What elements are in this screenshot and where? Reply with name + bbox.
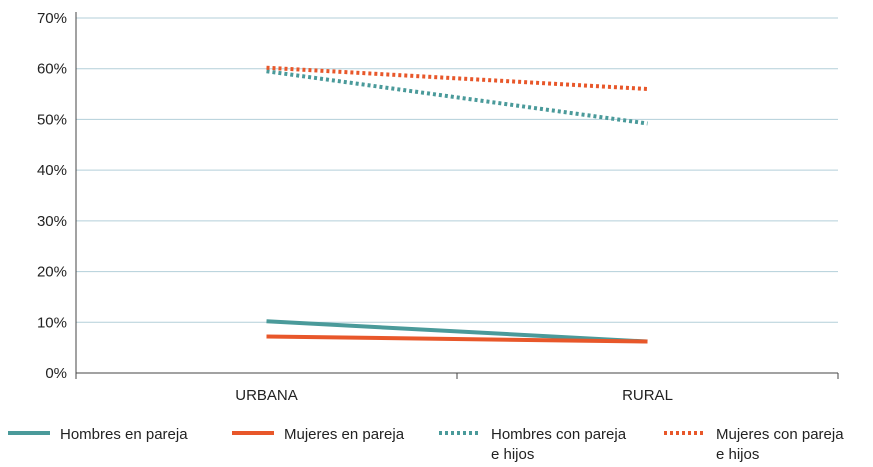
series-line: [266, 319, 648, 344]
series-line: [266, 69, 648, 126]
y-tick-label: 70%: [37, 10, 67, 27]
y-tick-label: 60%: [37, 61, 67, 78]
legend-label: Mujeres en pareja: [284, 426, 405, 443]
x-tick-label: RURAL: [622, 387, 673, 404]
y-tick-label: 50%: [37, 111, 67, 128]
y-tick-label: 40%: [37, 162, 67, 179]
y-tick-label: 10%: [37, 314, 67, 331]
series-line: [266, 65, 648, 91]
y-tick-label: 30%: [37, 213, 67, 230]
legend-label: Hombres en pareja: [60, 426, 188, 443]
legend-label: Mujeres con pareja e hijos: [716, 426, 844, 462]
x-tick-label: URBANA: [235, 387, 298, 404]
y-tick-label: 20%: [37, 264, 67, 281]
series-line: [266, 334, 648, 344]
y-tick-label: 0%: [45, 365, 67, 382]
legend-label: Hombres con pareja e hijos: [491, 426, 627, 462]
